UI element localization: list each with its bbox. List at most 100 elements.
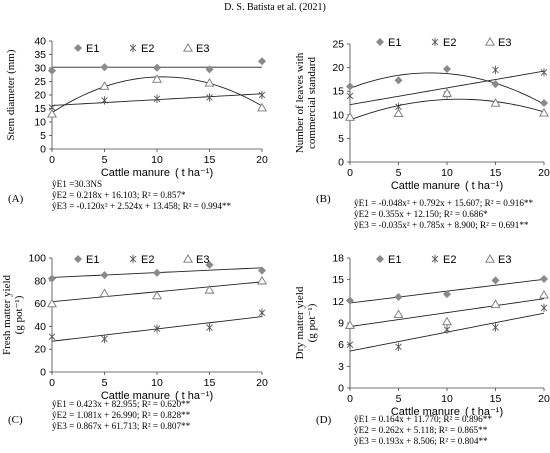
chart-panel-4: 0 3 6 9 12 15 18 0 5 10 15 20 Cattle manure ( t ha⁻¹)…	[294, 253, 550, 447]
y-tick-label: 10	[34, 117, 46, 129]
legend-label-e1: E1	[86, 43, 99, 55]
y-axis-label-line: Fresh matter yield	[1, 274, 13, 355]
data-point-e1	[539, 98, 549, 108]
data-point-e1	[257, 57, 267, 66]
regression-equation: ŷE1 = 0.423x + 82.955; R² = 0.620**	[52, 399, 191, 409]
data-point-e1	[100, 63, 109, 72]
fit-line-e1	[349, 72, 545, 105]
y-tick-label: 12	[332, 296, 344, 308]
x-axis-label-text: Cattle manure	[391, 406, 460, 418]
data-point-e3	[393, 309, 404, 318]
data-point-e1	[394, 76, 403, 85]
x-axis-unit: ( t ha⁻¹)	[175, 167, 213, 179]
panel-label: (A)	[8, 193, 24, 205]
y-axis-label-line: commercial standard	[306, 57, 318, 149]
x-tick-label: 0	[347, 393, 353, 405]
legend-label-e1: E1	[388, 37, 401, 49]
data-point-e3	[393, 108, 404, 118]
y-axis-label-line: Dry matter yield	[294, 286, 306, 359]
y-axis-label-line: (g pot⁻¹)	[13, 295, 25, 334]
legend-marker-e2	[431, 254, 439, 264]
y-tick-label: 0	[40, 367, 46, 379]
data-point-e3	[539, 289, 549, 299]
page-header: D. S. Batista et al. (2021)	[224, 2, 326, 13]
regression-equation: ŷE1 = -0.048x² + 0.792x + 15.607; R² = 0…	[354, 198, 534, 208]
data-point-e1	[100, 271, 109, 280]
x-tick-label: 5	[396, 167, 402, 179]
data-point-e1	[491, 80, 500, 89]
y-tick-label: 40	[34, 321, 46, 333]
x-axis-label: Cattle manure ( t ha⁻¹)	[101, 390, 213, 402]
legend-marker-e1	[375, 37, 385, 47]
data-point-e1	[152, 268, 162, 277]
y-tick-label: 20	[34, 90, 46, 102]
data-point-e2	[153, 324, 161, 333]
data-point-e3	[204, 285, 215, 294]
data-point-e1	[47, 274, 57, 283]
x-axis-unit: ( t ha⁻¹)	[465, 406, 503, 418]
data-point-e2	[492, 65, 499, 75]
x-tick-label: 20	[256, 377, 268, 389]
data-point-e3	[152, 74, 162, 83]
data-point-e3	[442, 316, 452, 326]
legend-marker-e2	[129, 43, 137, 53]
data-point-e3	[152, 290, 162, 300]
y-axis-label: Dry matter yield(g pot⁻¹)	[294, 286, 318, 359]
data-point-e2	[346, 91, 354, 101]
x-tick-label: 0	[347, 167, 353, 179]
fit-line-e3	[349, 98, 545, 121]
regression-equation: ŷE3 = 0.867x + 61.713; R² = 0.807**	[52, 421, 191, 431]
x-axis-label: Cattle manure ( t ha⁻¹)	[391, 406, 503, 418]
data-point-e3	[257, 275, 267, 285]
legend-label-e3: E3	[196, 254, 209, 266]
data-point-e2	[206, 323, 213, 332]
y-tick-label: 100	[28, 253, 46, 265]
y-tick-label: 15	[332, 274, 344, 286]
legend-label-e3: E3	[196, 43, 209, 55]
regression-equation: ŷE2 = 1.081x + 26.990; R² = 0.828**	[52, 410, 191, 420]
data-point-e1	[442, 64, 452, 74]
y-tick-label: 35	[34, 49, 46, 61]
y-tick-label: 10	[332, 109, 344, 121]
data-point-e2	[48, 332, 56, 341]
regression-equation: ŷE3 = -0.120x² + 2.524x + 13.458; R² = 0…	[52, 201, 232, 211]
data-point-e1	[491, 276, 500, 285]
data-point-e1	[205, 65, 214, 74]
chart-panel-2: 0 5 10 15 20 25 0 5 10 15 20 Cattle manure ( t ha⁻¹)…	[294, 37, 550, 230]
data-point-e3	[345, 112, 355, 121]
legend-label-e2: E2	[443, 254, 456, 266]
x-tick-label: 15	[490, 167, 502, 179]
x-tick-label: 5	[396, 393, 402, 405]
data-point-e2	[346, 340, 354, 349]
legend-marker-e1	[73, 254, 83, 264]
data-point-e3	[204, 77, 215, 87]
legend-label-e2: E2	[443, 37, 456, 49]
data-point-e3	[47, 109, 57, 118]
fit-line-e3	[349, 298, 545, 328]
x-axis-label-text: Cattle manure	[101, 390, 170, 402]
data-point-e1	[539, 274, 549, 283]
data-point-e1	[47, 66, 57, 75]
x-tick-label: 20	[538, 167, 550, 179]
data-point-e1	[345, 296, 355, 305]
x-tick-label: 10	[151, 377, 163, 389]
data-point-e2	[540, 68, 548, 77]
data-point-e2	[443, 325, 451, 334]
y-axis-label: Fresh matter yield(g pot⁻¹)	[1, 274, 25, 355]
legend-marker-e3	[183, 43, 193, 52]
x-tick-label: 15	[490, 393, 502, 405]
y-tick-label: 3	[338, 361, 344, 373]
data-point-e1	[394, 292, 403, 302]
x-axis-label-text: Cattle manure	[391, 180, 460, 192]
y-axis-label-line: Number of leaves with	[294, 52, 306, 153]
legend-marker-e2	[431, 37, 439, 47]
data-point-e1	[205, 260, 214, 269]
data-point-e2	[153, 94, 161, 103]
y-tick-label: 15	[332, 86, 344, 98]
data-point-e2	[395, 342, 402, 352]
legend-marker-e1	[375, 254, 385, 264]
x-axis-label: Cattle manure ( t ha⁻¹)	[391, 180, 503, 192]
y-tick-label: 5	[40, 130, 46, 142]
data-point-e1	[345, 82, 355, 91]
